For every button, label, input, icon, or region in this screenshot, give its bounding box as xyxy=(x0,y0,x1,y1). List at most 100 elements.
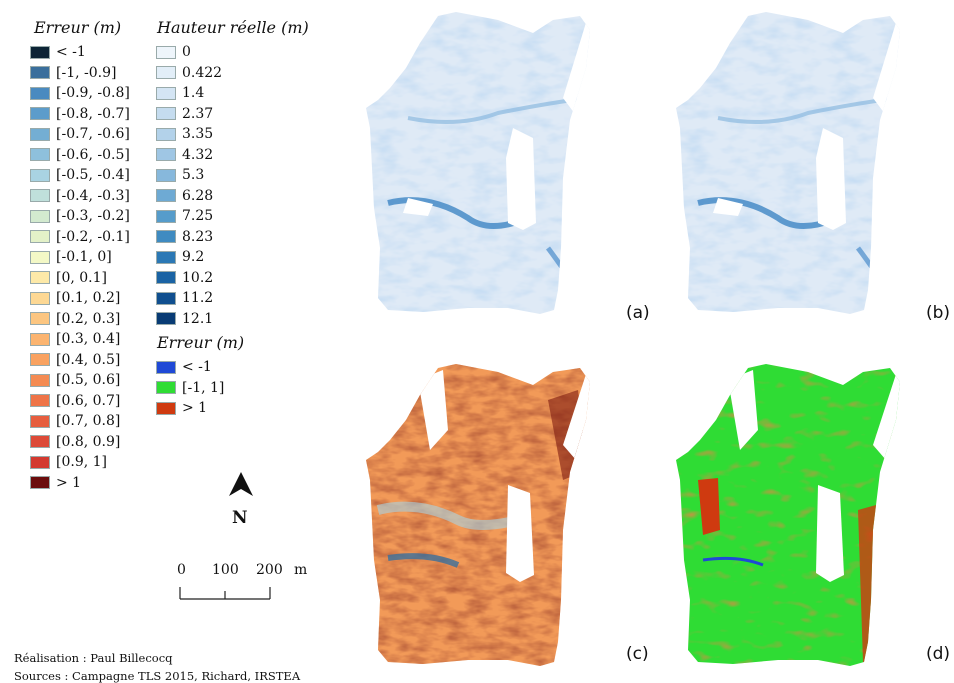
legend-label: 1.4 xyxy=(182,85,205,102)
legend-label: 12.1 xyxy=(182,310,214,327)
legend-label: 10.2 xyxy=(182,269,214,286)
height-legend-item: 1.4 xyxy=(156,83,222,104)
legend-swatch xyxy=(30,189,50,203)
legend-swatch xyxy=(30,435,50,449)
error-legend-item: [-0.7, -0.6] xyxy=(30,124,130,145)
height-legend-item: 12.1 xyxy=(156,309,222,330)
binary-error-legend-item: > 1 xyxy=(156,398,224,419)
legend-swatch xyxy=(156,401,176,415)
credit-realisation: Réalisation : Paul Billecocq xyxy=(14,651,173,665)
legend-swatch xyxy=(30,312,50,326)
height-legend-item: 3.35 xyxy=(156,124,222,145)
legend-label: [0.9, 1] xyxy=(56,454,107,471)
height-legend-item: 4.32 xyxy=(156,145,222,166)
height-legend-item: 10.2 xyxy=(156,268,222,289)
legend-swatch xyxy=(156,209,176,223)
legend-swatch xyxy=(156,291,176,305)
legend-swatch xyxy=(30,414,50,428)
height-legend: 0 0.422 1.4 2.37 3.35 4.32 5.3 6.28 7.25 8.23 9.2 1… xyxy=(156,42,222,329)
scale-tick-100: 100 xyxy=(212,562,239,578)
scale-bar-line xyxy=(179,587,271,600)
legend-swatch xyxy=(30,107,50,121)
error-legend-item: [-0.1, 0] xyxy=(30,247,130,268)
map-panel-d xyxy=(658,360,928,668)
legend-label: [-0.9, -0.8] xyxy=(56,85,130,102)
legend-label: [-0.4, -0.3] xyxy=(56,187,130,204)
binary-error-legend: < -1 [-1, 1] > 1 xyxy=(156,357,224,419)
height-legend-item: 0 xyxy=(156,42,222,63)
error-map-d xyxy=(676,364,900,666)
legend-label: 7.25 xyxy=(182,208,214,225)
legend-swatch xyxy=(30,45,50,59)
panel-label-a: (a) xyxy=(626,303,650,323)
legend-swatch xyxy=(30,230,50,244)
legend-label: [0.1, 0.2] xyxy=(56,290,121,307)
height-legend-item: 2.37 xyxy=(156,104,222,125)
legend-label: [0.7, 0.8] xyxy=(56,413,121,430)
legend-swatch xyxy=(30,455,50,469)
error-legend-item: [-0.8, -0.7] xyxy=(30,104,130,125)
legend-label: 5.3 xyxy=(182,167,205,184)
error-legend-item: [0.4, 0.5] xyxy=(30,350,130,371)
legend-label: 3.35 xyxy=(182,126,214,143)
error-legend-item: [0.8, 0.9] xyxy=(30,432,130,453)
error-legend-item: [0.9, 1] xyxy=(30,452,130,473)
legend-swatch xyxy=(30,127,50,141)
legend-label: 9.2 xyxy=(182,249,205,266)
legend-swatch xyxy=(156,230,176,244)
error-legend: < -1 [-1, -0.9] [-0.9, -0.8] [-0.8, -0.7] [-… xyxy=(30,42,130,493)
legend-swatch xyxy=(30,66,50,80)
legend-swatch xyxy=(30,209,50,223)
legend-swatch xyxy=(30,394,50,408)
error-legend-item: [-0.6, -0.5] xyxy=(30,145,130,166)
binary-error-legend-item: < -1 xyxy=(156,357,224,378)
north-arrow: N xyxy=(226,470,256,530)
legend-swatch xyxy=(156,86,176,100)
legend-swatch xyxy=(156,360,176,374)
error-legend-item: [0, 0.1] xyxy=(30,268,130,289)
legend-label: 2.37 xyxy=(182,105,214,122)
legend-swatch xyxy=(156,271,176,285)
map-panel-a xyxy=(348,8,618,316)
legend-swatch xyxy=(156,127,176,141)
height-legend-title: Hauteur réelle (m) xyxy=(157,18,309,37)
height-legend-item: 0.422 xyxy=(156,63,222,84)
legend-swatch xyxy=(156,168,176,182)
legend-label: [-0.6, -0.5] xyxy=(56,146,130,163)
error-legend-item: [0.7, 0.8] xyxy=(30,411,130,432)
legend-swatch xyxy=(30,476,50,490)
legend-label: < -1 xyxy=(56,44,86,61)
height-legend-item: 5.3 xyxy=(156,165,222,186)
error-legend-item: [0.1, 0.2] xyxy=(30,288,130,309)
legend-swatch xyxy=(156,381,176,395)
error-legend-item: [-0.5, -0.4] xyxy=(30,165,130,186)
error-legend-title: Erreur (m) xyxy=(34,18,122,37)
legend-swatch xyxy=(156,312,176,326)
panel-label-d: (d) xyxy=(926,644,951,664)
panel-label-b: (b) xyxy=(926,303,951,323)
height-map-b xyxy=(676,12,900,314)
error-legend-item: < -1 xyxy=(30,42,130,63)
legend-label: [0.6, 0.7] xyxy=(56,392,121,409)
error-legend-item: [0.2, 0.3] xyxy=(30,309,130,330)
binary-error-legend-item: [-1, 1] xyxy=(156,378,224,399)
legend-label: [-0.3, -0.2] xyxy=(56,208,130,225)
credit-sources: Sources : Campagne TLS 2015, Richard, IR… xyxy=(14,669,301,683)
legend-swatch xyxy=(156,189,176,203)
legend-swatch xyxy=(156,66,176,80)
legend-label: > 1 xyxy=(56,474,82,491)
error-legend-item: [0.5, 0.6] xyxy=(30,370,130,391)
legend-swatch xyxy=(30,373,50,387)
error-legend-item: [-0.2, -0.1] xyxy=(30,227,130,248)
legend-label: 6.28 xyxy=(182,187,214,204)
legend-swatch xyxy=(30,271,50,285)
legend-label: [-0.5, -0.4] xyxy=(56,167,130,184)
binary-error-legend-title: Erreur (m) xyxy=(157,333,245,352)
legend-swatch xyxy=(156,250,176,264)
legend-label: [0.8, 0.9] xyxy=(56,433,121,450)
legend-label: [-0.8, -0.7] xyxy=(56,105,130,122)
legend-label: [0.3, 0.4] xyxy=(56,331,121,348)
error-legend-item: [0.6, 0.7] xyxy=(30,391,130,412)
height-legend-item: 8.23 xyxy=(156,227,222,248)
legend-label: [-1, 1] xyxy=(182,379,225,396)
